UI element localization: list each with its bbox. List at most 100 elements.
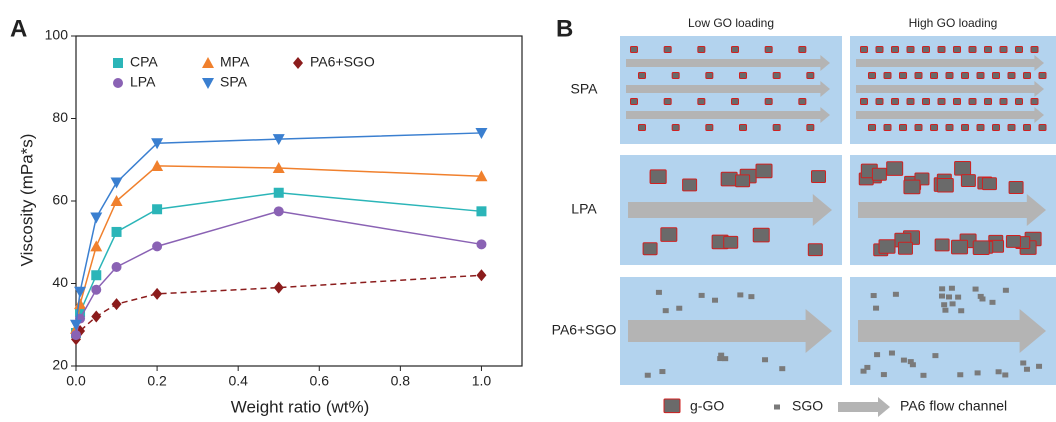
sgo-icon <box>864 364 871 370</box>
g-go-icon <box>806 124 815 131</box>
g-go-icon <box>937 98 946 105</box>
marker <box>111 298 122 311</box>
x-tick-label: 1.0 <box>472 373 492 389</box>
sgo-icon <box>979 296 986 302</box>
sgo-icon <box>1002 372 1009 378</box>
sgo-icon <box>718 352 725 358</box>
g-go-icon <box>1005 234 1021 248</box>
row-label: SPA <box>571 81 599 97</box>
marker <box>202 57 214 68</box>
g-go-icon <box>1023 72 1031 79</box>
legend-label: CPA <box>130 54 158 70</box>
g-go-icon <box>868 124 876 131</box>
panel-label: A <box>10 15 27 42</box>
g-go-icon <box>772 72 781 79</box>
marker <box>91 284 102 295</box>
g-go-icon <box>906 46 915 53</box>
g-go-icon <box>930 124 938 131</box>
flow-arrow <box>628 309 832 353</box>
x-tick-label: 0.2 <box>147 373 167 389</box>
sgo-icon <box>989 299 996 305</box>
sgo-icon <box>762 357 769 363</box>
sgo-icon <box>737 292 744 298</box>
g-go-icon <box>891 98 899 105</box>
g-go-icon <box>868 72 876 79</box>
sgo-icon <box>774 404 780 410</box>
marker <box>113 58 123 68</box>
g-go-icon <box>630 46 638 53</box>
g-go-icon <box>976 124 985 131</box>
g-go-icon <box>922 46 930 53</box>
sgo-icon <box>698 292 705 298</box>
sgo-icon <box>888 350 895 356</box>
y-tick-label: 40 <box>52 274 68 290</box>
g-go-icon <box>806 72 815 79</box>
sgo-icon <box>748 294 755 300</box>
sgo-icon <box>948 285 955 291</box>
g-go-icon <box>945 124 954 131</box>
g-go-icon <box>954 160 972 176</box>
g-go-icon <box>899 72 907 79</box>
sgo-icon <box>892 291 899 297</box>
panel-label: B <box>556 15 573 42</box>
series-line <box>75 210 482 336</box>
g-go-icon <box>914 72 923 79</box>
g-go-icon <box>671 72 680 79</box>
legend-label: SGO <box>792 398 823 414</box>
g-go-icon <box>999 46 1008 53</box>
flow-arrow <box>858 309 1046 353</box>
sgo-icon <box>995 369 1002 375</box>
marker <box>272 162 285 173</box>
sgo-icon <box>1036 363 1043 369</box>
sgo-icon <box>874 352 881 358</box>
sgo-icon <box>977 293 984 299</box>
g-go-icon <box>1030 98 1039 105</box>
legend-label: SPA <box>220 74 248 90</box>
sgo-icon <box>909 362 916 368</box>
marker <box>90 240 103 252</box>
y-axis-title: Viscosity (mPa*s) <box>17 134 36 267</box>
marker <box>110 177 123 189</box>
marker <box>152 204 163 215</box>
g-go-icon <box>705 124 714 131</box>
g-go-icon <box>739 72 747 79</box>
g-go-icon <box>663 98 672 105</box>
marker <box>111 262 122 272</box>
g-go-icon <box>930 72 938 79</box>
g-go-icon <box>936 177 954 193</box>
legend-label: MPA <box>220 54 250 70</box>
column-header: Low GO loading <box>688 16 774 30</box>
g-go-icon <box>992 72 1000 79</box>
g-go-icon <box>875 98 884 105</box>
g-go-icon <box>953 98 961 105</box>
marker <box>476 239 487 250</box>
g-go-icon <box>671 124 680 131</box>
column-header: High GO loading <box>909 16 998 30</box>
g-go-icon <box>875 46 884 53</box>
g-go-icon <box>1007 72 1016 79</box>
g-go-icon <box>1038 72 1047 79</box>
marker <box>90 212 103 224</box>
marker <box>110 195 123 206</box>
g-go-icon <box>897 241 913 255</box>
sgo-icon <box>974 370 981 376</box>
g-go-icon <box>906 98 915 105</box>
marker <box>202 78 214 89</box>
g-go-icon <box>739 124 747 131</box>
g-go-icon <box>638 124 646 131</box>
marker <box>151 159 164 171</box>
marker <box>111 226 122 237</box>
g-go-icon <box>886 161 904 176</box>
legend-label: g-GO <box>690 398 724 414</box>
g-go-icon <box>705 72 714 79</box>
g-go-icon <box>798 46 807 53</box>
g-go-icon <box>731 46 739 53</box>
g-go-icon <box>752 227 770 243</box>
sgo-icon <box>941 302 948 308</box>
marker <box>273 281 284 294</box>
sgo-icon <box>659 369 666 375</box>
marker <box>71 330 81 341</box>
g-go-icon <box>883 72 892 79</box>
g-go-icon <box>697 46 706 53</box>
